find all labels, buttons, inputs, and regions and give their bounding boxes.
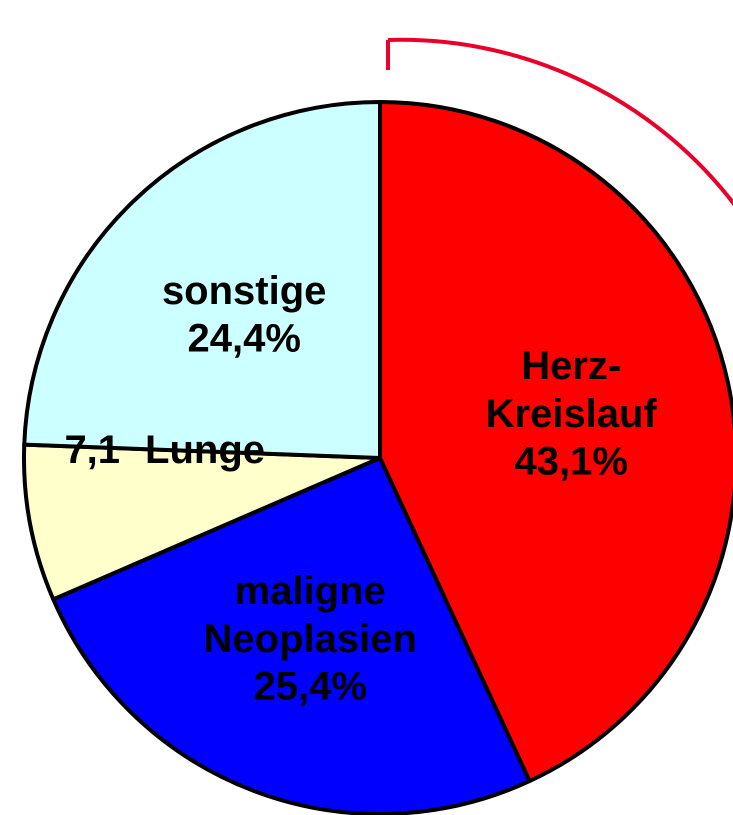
value-label: 25,4% bbox=[254, 665, 367, 709]
value-label: 7,1 bbox=[64, 428, 120, 472]
value-label: 43,1% bbox=[515, 439, 628, 483]
pie bbox=[22, 100, 733, 815]
category-label: Lunge bbox=[145, 428, 265, 472]
category-line: maligne bbox=[235, 569, 386, 613]
category-line: Herz- bbox=[521, 343, 621, 387]
category-label: maligne Neoplasien bbox=[204, 569, 417, 661]
category-line: Kreislauf bbox=[486, 391, 658, 435]
category-label: Herz-Kreislauf bbox=[486, 343, 658, 435]
slice bbox=[51, 456, 532, 815]
category-line: sonstige bbox=[162, 269, 326, 313]
slice bbox=[22, 442, 382, 602]
category-line: Neoplasien bbox=[204, 617, 417, 661]
slice bbox=[22, 100, 382, 460]
category-label: sonstige bbox=[162, 269, 326, 313]
value-label: 24,4% bbox=[187, 317, 300, 361]
bracket-arc bbox=[387, 37, 733, 207]
slice bbox=[378, 100, 733, 784]
bracket bbox=[386, 37, 733, 207]
